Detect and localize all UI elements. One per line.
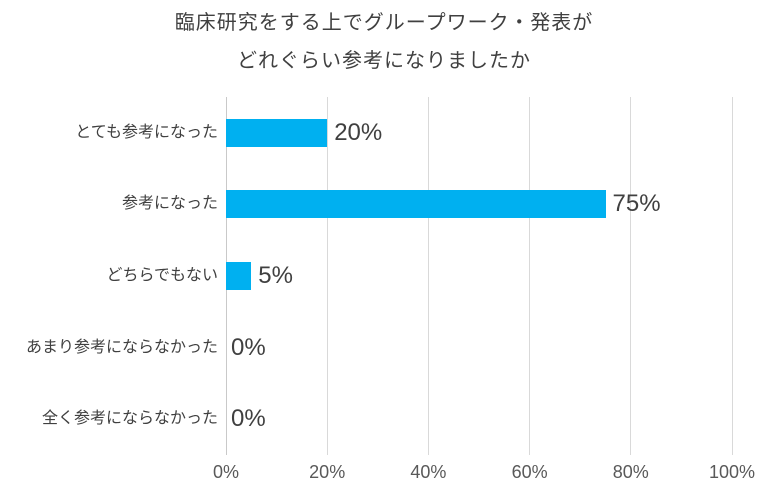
- plot-area: 20% 75% 5% 0% 0%: [225, 97, 733, 455]
- gridline: [731, 97, 733, 455]
- chart-title-line2: どれぐらい参考になりましたか: [237, 50, 531, 72]
- data-label: 0%: [231, 333, 266, 361]
- x-tick-label: 60%: [511, 462, 548, 482]
- gridline: [326, 97, 328, 455]
- x-tick-label: 20%: [309, 462, 346, 482]
- bar: [226, 118, 328, 147]
- data-label: 5%: [258, 262, 293, 289]
- category-label: 全く参考にならなかった: [41, 410, 218, 428]
- bar: [226, 190, 606, 219]
- category-labels: とても参考になった参考になったどちらでもないあまり参考にならなかった全く参考にな…: [0, 97, 218, 455]
- x-tick-label: 80%: [612, 462, 649, 482]
- gridline: [529, 97, 531, 455]
- data-label: 20%: [334, 118, 383, 146]
- gridline: [630, 97, 632, 455]
- gridline: [427, 97, 429, 455]
- x-tick-label: 100%: [708, 462, 756, 482]
- bar: [226, 262, 252, 290]
- category-label: 参考になった: [121, 195, 218, 213]
- chart-title-line1: 臨床研究をする上でグループワーク・発表が: [174, 12, 594, 34]
- x-tick-label: 40%: [410, 462, 447, 482]
- x-tick-label: 0%: [212, 462, 240, 482]
- category-label: どちらでもない: [106, 267, 218, 284]
- data-label: 0%: [231, 405, 266, 433]
- category-label: とても参考になった: [75, 123, 218, 141]
- data-label: 75%: [612, 190, 661, 218]
- chart-title: 臨床研究をする上でグループワーク・発表が どれぐらい参考になりましたか: [0, 4, 768, 80]
- category-label: あまり参考にならなかった: [25, 338, 218, 356]
- x-axis: 0% 20% 40% 60% 80% 100%: [213, 462, 755, 487]
